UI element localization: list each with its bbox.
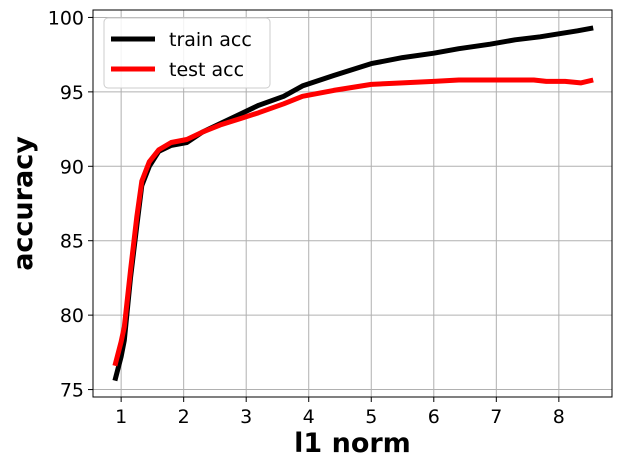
- x-tick-label: 1: [115, 406, 127, 428]
- x-tick-label: 3: [240, 406, 252, 428]
- y-tick-label: 85: [60, 231, 84, 253]
- legend-label-train-acc: train acc: [169, 29, 252, 51]
- y-tick-label: 95: [60, 82, 84, 104]
- legend-label-test-acc: test acc: [169, 59, 244, 81]
- y-tick-label: 75: [60, 380, 84, 402]
- y-tick-label: 100: [48, 7, 84, 29]
- x-tick-label: 4: [303, 406, 315, 428]
- series-line-test-acc: [112, 77, 594, 367]
- x-tick-label: 8: [553, 406, 565, 428]
- x-tick-label: 6: [428, 406, 440, 428]
- plot-frame: [92, 9, 613, 398]
- y-axis-title: accuracy: [8, 136, 39, 271]
- grid-lines: [93, 10, 612, 397]
- x-axis-title: l1 norm: [294, 428, 411, 459]
- series-lines: [112, 25, 594, 382]
- y-tick-label: 90: [60, 156, 84, 178]
- y-tick-label: 80: [60, 305, 84, 327]
- x-tick-label: 7: [490, 406, 502, 428]
- legend: train acc test acc: [103, 17, 271, 89]
- x-tick-label: 2: [178, 406, 190, 428]
- x-tick-label: 5: [365, 406, 377, 428]
- axis-ticks: 1 2 3 4 5 6 7 8 75 80 85 90 95 100: [48, 7, 565, 428]
